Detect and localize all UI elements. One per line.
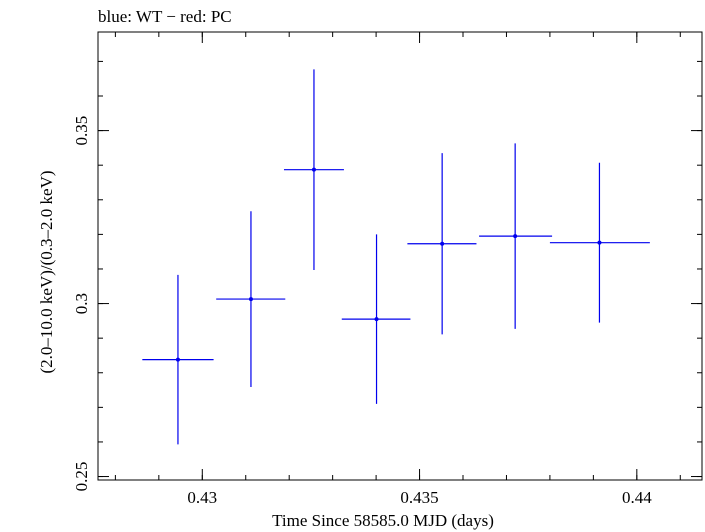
y-tick-label: 0.25 bbox=[72, 462, 91, 492]
data-point bbox=[440, 241, 445, 246]
data-point bbox=[311, 167, 316, 172]
tick-labels: 0.43 0.435 0.44 0.25 0.3 0.35 bbox=[72, 116, 652, 507]
y-axis-label: (2.0–10.0 keV)/(0.3–2.0 keV) bbox=[37, 170, 56, 373]
data-point bbox=[175, 357, 180, 362]
data-point bbox=[374, 317, 379, 322]
data-point-group bbox=[407, 153, 477, 335]
axis-ticks bbox=[98, 32, 702, 480]
data-point bbox=[513, 234, 518, 239]
x-axis-label: Time Since 58585.0 MJD (days) bbox=[272, 511, 494, 530]
y-tick-label: 0.3 bbox=[72, 293, 91, 314]
x-tick-label: 0.43 bbox=[187, 488, 217, 507]
y-tick-label: 0.35 bbox=[72, 116, 91, 146]
x-tick-label: 0.435 bbox=[400, 488, 438, 507]
data-point-group bbox=[341, 234, 411, 404]
data-series bbox=[142, 69, 650, 445]
x-tick-label: 0.44 bbox=[622, 488, 652, 507]
data-point bbox=[597, 240, 602, 245]
data-point bbox=[248, 297, 253, 302]
chart-title: blue: WT − red: PC bbox=[98, 7, 232, 26]
data-point-group bbox=[479, 143, 553, 329]
data-point-group bbox=[216, 211, 286, 387]
data-point-group bbox=[283, 69, 344, 271]
data-point-group bbox=[142, 274, 214, 445]
data-point-group bbox=[549, 162, 650, 323]
plot-frame bbox=[97, 31, 703, 481]
